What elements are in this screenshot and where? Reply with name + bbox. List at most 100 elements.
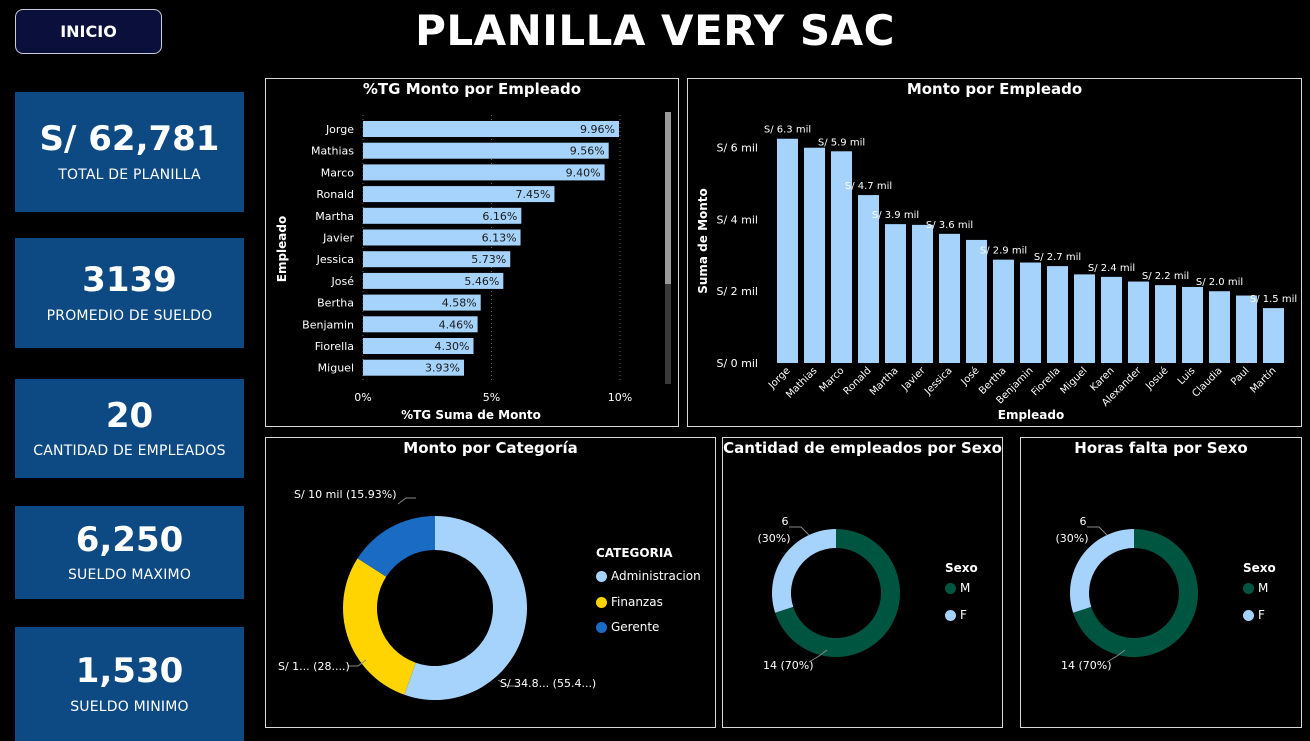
kpi-promedio-sueldo: 3139 PROMEDIO DE SUELDO <box>15 238 244 348</box>
y-tick-label: Martha <box>315 210 354 223</box>
slice-label: S/ 10 mil (15.93%) <box>294 488 397 501</box>
x-tick-label: 10% <box>608 391 632 404</box>
donut-slice <box>404 516 527 700</box>
scrollbar-thumb <box>665 112 671 284</box>
chart-title: Cantidad de empleados por Sexo <box>723 439 1002 457</box>
slice-label: S/ 34.8... (55.4...) <box>500 677 596 690</box>
legend-item-f[interactable]: F <box>945 608 967 622</box>
kpi-value: S/ 62,781 <box>39 119 220 160</box>
x-tick-label: Jessica <box>922 365 954 397</box>
x-axis-title: Empleado <box>998 408 1064 422</box>
bar <box>1128 281 1149 363</box>
legend-label: M <box>1258 581 1269 595</box>
chart-title: Horas falta por Sexo <box>1074 439 1248 457</box>
legend-dot <box>596 570 607 582</box>
bar-data-label: 9.40% <box>566 166 601 179</box>
bar <box>858 195 879 363</box>
donut-slice <box>357 516 435 577</box>
bar-data-label: S/ 6.3 mil <box>764 125 811 136</box>
x-tick-label: Paul <box>1229 365 1252 388</box>
bar <box>363 164 605 181</box>
kpi-value: 20 <box>105 395 154 436</box>
bar-data-label: 3.93% <box>425 362 460 375</box>
chart-monto-empleado[interactable]: Monto por Empleado S/ 0 mil S/ 2 mil S/ 4 … <box>687 78 1302 427</box>
legend-label: F <box>1258 608 1265 622</box>
bar <box>966 239 987 363</box>
kpi-label: TOTAL DE PLANILLA <box>58 166 201 183</box>
kpi-value: 3139 <box>82 260 177 301</box>
legend-label: Administracion <box>611 569 701 583</box>
bar-data-label: S/ 4.7 mil <box>845 181 892 192</box>
legend-label: Gerente <box>611 620 660 634</box>
x-tick-label: Martín <box>1248 365 1279 396</box>
bar <box>363 142 609 159</box>
kpi-cantidad-empleados: 20 CANTIDAD DE EMPLEADOS <box>15 379 244 478</box>
chart-title: %TG Monto por Empleado <box>362 80 582 98</box>
bar <box>363 294 481 311</box>
kpi-sueldo-maximo: 6,250 SUELDO MAXIMO <box>15 506 244 599</box>
chart-pct-monto-empleado[interactable]: %TG Monto por Empleado 0% 5% 10% Jorge 9.96%… <box>265 78 679 427</box>
y-tick-label: Fiorella <box>315 340 354 353</box>
bar <box>1047 266 1068 363</box>
bar <box>363 251 511 268</box>
bar-data-label: S/ 5.9 mil <box>818 137 865 148</box>
inicio-button[interactable]: INICIO <box>15 9 162 54</box>
slice-label: 14 (70%) <box>763 659 814 672</box>
bar-data-label: S/ 2.9 mil <box>980 246 1027 257</box>
bar <box>993 259 1014 363</box>
y-tick-label: Jessica <box>316 253 354 266</box>
x-tick-label: Luis <box>1176 365 1198 387</box>
legend-dot <box>945 609 956 621</box>
leader-line <box>1087 526 1108 536</box>
bar <box>1101 276 1122 363</box>
legend-item-administracion[interactable]: Administracion <box>596 569 701 583</box>
bar <box>885 224 906 363</box>
bar <box>1209 291 1230 363</box>
legend-item-m[interactable]: M <box>1243 581 1268 595</box>
legend-item-f[interactable]: F <box>1243 608 1265 622</box>
bar-data-label: 4.46% <box>439 318 474 331</box>
x-tick-label: Miguel <box>1058 365 1089 396</box>
y-tick-label: Jorge <box>325 123 354 136</box>
bar <box>1263 308 1284 363</box>
y-tick-label: Ronald <box>316 188 354 201</box>
slice-label: (30%) <box>1055 532 1088 545</box>
x-tick-label: Josué <box>1142 365 1170 393</box>
bar <box>1155 285 1176 363</box>
bar <box>363 316 478 333</box>
kpi-total-planilla: S/ 62,781 TOTAL DE PLANILLA <box>15 92 244 212</box>
y-tick-label: Marco <box>321 166 355 179</box>
y-tick-label: Bertha <box>317 297 354 310</box>
legend-item-m[interactable]: M <box>945 581 970 595</box>
chart-monto-categoria[interactable]: Monto por Categoría S/ 34.8... (55.4...)… <box>265 437 716 728</box>
legend-dot <box>1243 609 1254 621</box>
chart-cantidad-sexo[interactable]: Cantidad de empleados por Sexo 6 (30%) 14 … <box>722 437 1003 728</box>
legend-item-finanzas[interactable]: Finanzas <box>596 595 663 609</box>
legend-item-gerente[interactable]: Gerente <box>596 620 659 634</box>
y-axis-title: Suma de Monto <box>696 188 710 294</box>
bar <box>363 121 619 137</box>
kpi-sueldo-minimo: 1,530 SUELDO MINIMO <box>15 627 244 741</box>
kpi-label: SUELDO MINIMO <box>70 698 189 715</box>
y-tick-label: Benjamin <box>302 318 354 331</box>
kpi-value: 1,530 <box>75 651 184 692</box>
bar-data-label: S/ 2.7 mil <box>1034 252 1081 263</box>
donut-slice <box>1073 529 1198 657</box>
slice-label: (30%) <box>757 532 790 545</box>
x-tick-label: Martha <box>868 365 901 398</box>
bar <box>912 224 933 363</box>
page-title: PLANILLA VERY SAC <box>415 6 895 55</box>
bar-data-label: 6.16% <box>482 210 517 223</box>
chart-horas-falta-sexo[interactable]: Horas falta por Sexo 6 (30%) 14 (70%) Sexo… <box>1020 437 1302 728</box>
slice-label: 6 <box>782 515 789 528</box>
bar-data-label: S/ 3.9 mil <box>872 210 919 221</box>
bar-data-label: S/ 2.0 mil <box>1196 277 1243 288</box>
donut-slice <box>775 529 900 657</box>
bar <box>363 338 474 354</box>
y-tick-label: Javier <box>322 232 354 245</box>
legend-title: Sexo <box>945 561 978 575</box>
chart-title: Monto por Categoría <box>403 439 578 457</box>
slice-label: 6 <box>1080 515 1087 528</box>
kpi-label: SUELDO MAXIMO <box>67 567 192 584</box>
bar-data-label: 9.56% <box>570 145 605 158</box>
